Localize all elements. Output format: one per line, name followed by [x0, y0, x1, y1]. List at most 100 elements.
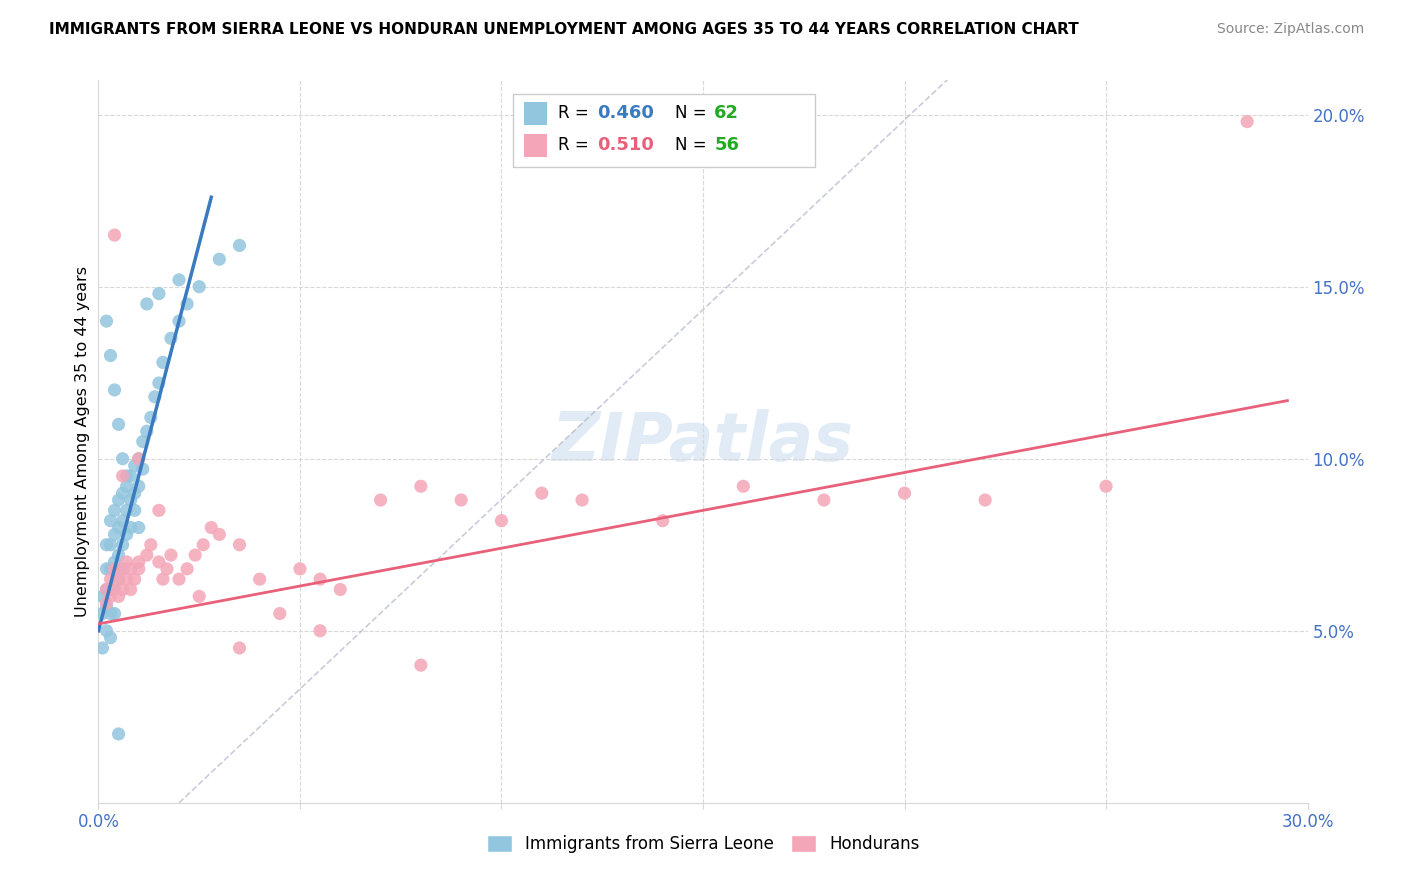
Point — [96, 599, 118, 614]
Text: 0.460: 0.460 — [598, 104, 654, 122]
Point — [96, 596, 118, 610]
Point — [450, 493, 472, 508]
Point — [1095, 479, 1118, 493]
Point — [228, 538, 250, 552]
Point — [115, 572, 138, 586]
Point — [103, 562, 125, 576]
Text: IMMIGRANTS FROM SIERRA LEONE VS HONDURAN UNEMPLOYMENT AMONG AGES 35 TO 44 YEARS : IMMIGRANTS FROM SIERRA LEONE VS HONDURAN… — [49, 22, 1078, 37]
Point — [107, 548, 129, 562]
Point — [167, 273, 190, 287]
Point — [107, 493, 129, 508]
Point — [148, 503, 170, 517]
Point — [120, 469, 142, 483]
Point — [228, 238, 250, 252]
Point — [135, 548, 157, 562]
Point — [128, 555, 150, 569]
Point — [893, 486, 915, 500]
Point — [111, 514, 134, 528]
Point — [103, 503, 125, 517]
Point — [176, 297, 198, 311]
Point — [124, 572, 146, 586]
Point — [100, 514, 122, 528]
Point — [409, 658, 432, 673]
Point — [111, 538, 134, 552]
Point — [530, 486, 553, 500]
Point — [107, 572, 129, 586]
Point — [148, 376, 170, 390]
Text: N =: N = — [675, 104, 711, 122]
Point — [107, 417, 129, 432]
Legend: Immigrants from Sierra Leone, Hondurans: Immigrants from Sierra Leone, Hondurans — [479, 828, 927, 860]
Point — [309, 624, 332, 638]
Point — [120, 493, 142, 508]
Point — [188, 590, 211, 604]
Text: N =: N = — [675, 136, 711, 154]
Point — [152, 355, 174, 369]
Point — [103, 383, 125, 397]
Point — [1236, 114, 1258, 128]
Point — [249, 572, 271, 586]
Point — [115, 479, 138, 493]
Text: 62: 62 — [714, 104, 740, 122]
Point — [152, 572, 174, 586]
Point — [111, 469, 134, 483]
Point — [96, 624, 118, 638]
Point — [103, 527, 125, 541]
Point — [100, 572, 122, 586]
Point — [100, 582, 122, 597]
Point — [135, 424, 157, 438]
Point — [103, 607, 125, 621]
Point — [176, 562, 198, 576]
Y-axis label: Unemployment Among Ages 35 to 44 years: Unemployment Among Ages 35 to 44 years — [75, 266, 90, 617]
Point — [115, 503, 138, 517]
Text: Source: ZipAtlas.com: Source: ZipAtlas.com — [1216, 22, 1364, 37]
Point — [96, 582, 118, 597]
Point — [124, 486, 146, 500]
Point — [124, 458, 146, 473]
Point — [103, 582, 125, 597]
Point — [100, 349, 122, 363]
Point — [115, 527, 138, 541]
Point — [100, 590, 122, 604]
Point — [128, 451, 150, 466]
Point — [103, 555, 125, 569]
Point — [100, 562, 122, 576]
Point — [132, 462, 155, 476]
Point — [135, 297, 157, 311]
Point — [107, 572, 129, 586]
Point — [200, 520, 222, 534]
Point — [103, 228, 125, 243]
Point — [974, 493, 997, 508]
Point — [100, 607, 122, 621]
Point — [111, 562, 134, 576]
Point — [156, 562, 179, 576]
Point — [107, 520, 129, 534]
Text: ZIPatlas: ZIPatlas — [553, 409, 853, 475]
Point — [208, 252, 231, 267]
Point — [120, 582, 142, 597]
Point — [128, 520, 150, 534]
Point — [491, 514, 513, 528]
Point — [139, 538, 162, 552]
Text: 56: 56 — [714, 136, 740, 154]
Point — [91, 607, 114, 621]
Text: R =: R = — [558, 104, 595, 122]
Point — [111, 451, 134, 466]
Point — [167, 572, 190, 586]
Point — [96, 314, 118, 328]
Point — [188, 279, 211, 293]
Point — [193, 538, 215, 552]
Point — [167, 314, 190, 328]
Point — [139, 410, 162, 425]
Point — [91, 640, 114, 655]
Point — [309, 572, 332, 586]
Point — [148, 555, 170, 569]
Text: 0.510: 0.510 — [598, 136, 654, 154]
Point — [269, 607, 291, 621]
Point — [329, 582, 352, 597]
Point — [813, 493, 835, 508]
Point — [100, 631, 122, 645]
Point — [571, 493, 593, 508]
Point — [143, 390, 166, 404]
Point — [148, 286, 170, 301]
